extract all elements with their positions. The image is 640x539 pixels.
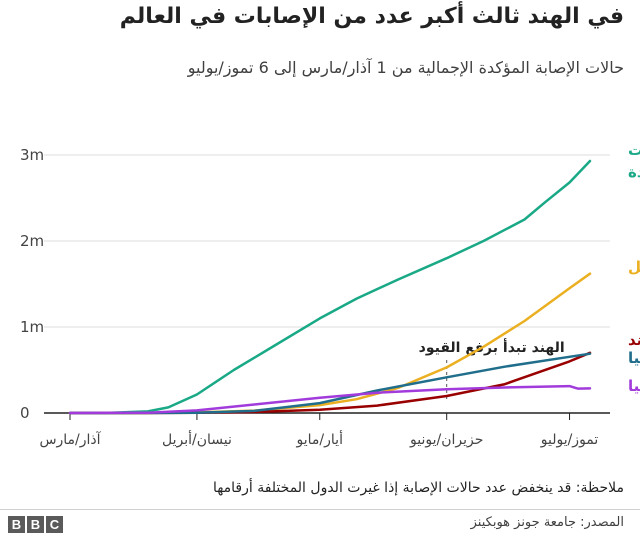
series-label-0-1: المتحدة bbox=[628, 163, 640, 181]
x-tick-label-4: تموز/يوليو bbox=[540, 432, 599, 448]
line-chart: 0 1m 2m 3m آذار/مارس نيسان/أبريل أيار/مايو حزي… bbox=[20, 141, 640, 448]
y-tick-label-2: 2m bbox=[20, 232, 44, 250]
series-line-3 bbox=[68, 352, 592, 415]
logo-letter-c: C bbox=[46, 516, 63, 533]
series-label-3-0: روسيا bbox=[628, 349, 640, 367]
footer-divider bbox=[0, 509, 640, 510]
x-tick-label-0: آذار/مارس bbox=[39, 431, 101, 448]
series-lines bbox=[68, 159, 592, 415]
bbc-logo: B B C bbox=[8, 516, 63, 533]
series-label-2-0: الهند bbox=[628, 331, 640, 349]
y-tick-label-0: 0 bbox=[20, 404, 30, 422]
x-axis: آذار/مارس نيسان/أبريل أيار/مايو حزيران/يوني… bbox=[39, 412, 610, 448]
series-label-4-0: بريطانيا bbox=[628, 377, 640, 395]
x-tick-label-3: حزيران/يونيو bbox=[409, 432, 483, 448]
gridlines bbox=[44, 154, 610, 328]
x-tick-label-2: أيار/مايو bbox=[296, 430, 344, 448]
series-label-1-0: البرازيل bbox=[628, 258, 640, 276]
annotation-text: الهند تبدأ برفع القيود bbox=[419, 338, 565, 356]
y-axis-ticks: 0 1m 2m 3m bbox=[20, 146, 44, 422]
series-line-0 bbox=[68, 159, 592, 415]
y-tick-label-1: 1m bbox=[20, 318, 44, 336]
source-credit: المصدر: جامعة جونز هوبكينز bbox=[470, 515, 624, 530]
footnote: ملاحظة: قد ينخفض عدد حالات الإصابة إذا غ… bbox=[212, 480, 624, 496]
logo-letter-b2: B bbox=[27, 516, 44, 533]
logo-letter-b1: B bbox=[8, 516, 25, 533]
chart-title: في الهند ثالث أكبر عدد من الإصابات في ال… bbox=[119, 4, 624, 29]
series-labels: الولايات المتحدة البرازيل الهندروسيا بريطاني… bbox=[628, 141, 640, 395]
series-line-4 bbox=[68, 384, 592, 415]
y-tick-label-3: 3m bbox=[20, 146, 44, 164]
chart-subtitle: حالات الإصابة المؤكدة الإجمالية من 1 آذا… bbox=[187, 58, 624, 77]
series-label-0-0: الولايات bbox=[628, 141, 640, 159]
x-tick-label-1: نيسان/أبريل bbox=[162, 430, 232, 448]
